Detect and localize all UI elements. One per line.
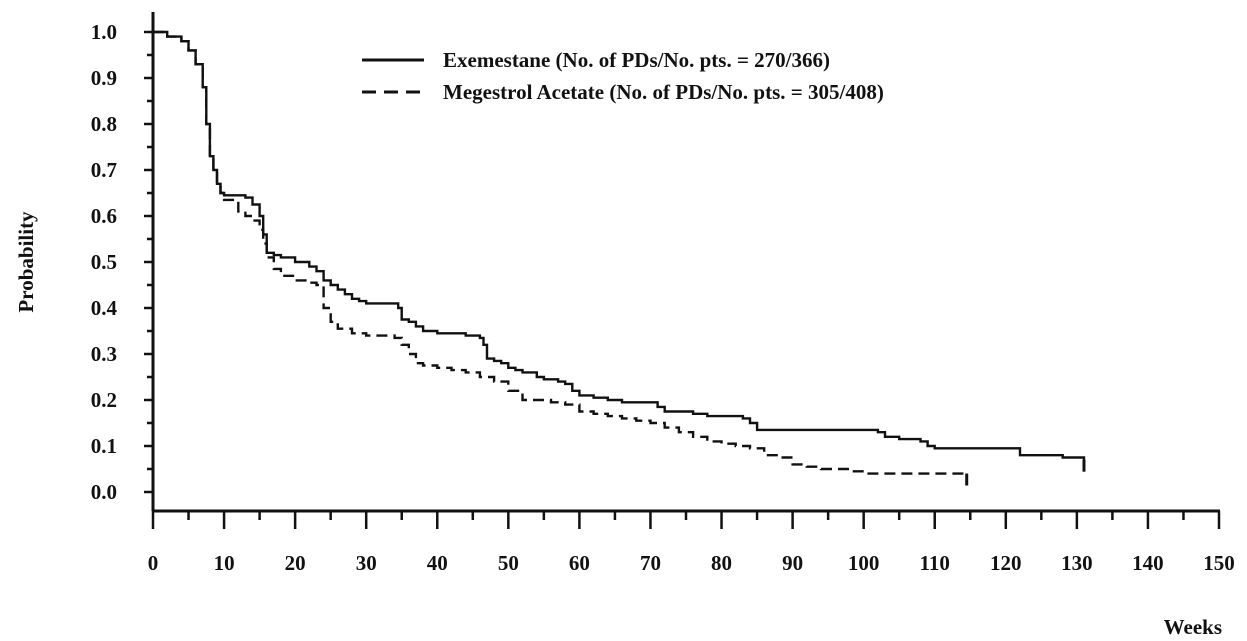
x-tick-label: 40 (427, 551, 448, 575)
y-tick-label: 0.4 (91, 296, 118, 320)
x-tick-label: 0 (148, 551, 159, 575)
x-tick-label: 150 (1203, 551, 1235, 575)
y-tick-label: 0.9 (91, 66, 117, 90)
x-tick-label: 70 (640, 551, 661, 575)
x-tick-label: 30 (356, 551, 377, 575)
y-tick-label: 0.2 (91, 388, 117, 412)
legend-label: Megestrol Acetate (No. of PDs/No. pts. =… (443, 80, 884, 104)
x-tick-label: 10 (214, 551, 235, 575)
axes-layer: 0.0 0.1 0.2 0.3 0.4 0.5 0.6 0.7 0.8 0.9 1.0 0 10 20 30… (91, 12, 1235, 575)
y-tick-label: 0.3 (91, 342, 117, 366)
x-tick-label: 20 (285, 551, 306, 575)
series-line-exemestane (153, 30, 1086, 467)
series-line-megestrol-acetate (153, 30, 968, 481)
x-axis-title: Weeks (1164, 615, 1222, 639)
x-tick-label: 110 (920, 551, 950, 575)
y-tick-label: 0.5 (91, 250, 117, 274)
y-tick-label: 0.8 (91, 112, 117, 136)
x-tick-label: 80 (711, 551, 732, 575)
y-axis-title: Probability (14, 211, 38, 313)
y-tick-label: 0.1 (91, 434, 117, 458)
y-tick-label: 0.6 (91, 204, 117, 228)
y-tick-label: 0.0 (91, 480, 117, 504)
x-tick-label: 140 (1132, 551, 1164, 575)
x-tick-label: 120 (990, 551, 1022, 575)
x-tick-label: 90 (782, 551, 803, 575)
x-tick-label: 60 (569, 551, 590, 575)
y-tick-label: 1.0 (91, 20, 117, 44)
x-tick-label: 130 (1061, 551, 1093, 575)
y-tick-label: 0.7 (91, 158, 117, 182)
series-layer (153, 30, 1086, 486)
x-tick-label: 50 (498, 551, 519, 575)
legend: Exemestane (No. of PDs/No. pts. = 270/36… (362, 48, 884, 104)
legend-label: Exemestane (No. of PDs/No. pts. = 270/36… (443, 48, 830, 72)
x-tick-label: 100 (848, 551, 880, 575)
